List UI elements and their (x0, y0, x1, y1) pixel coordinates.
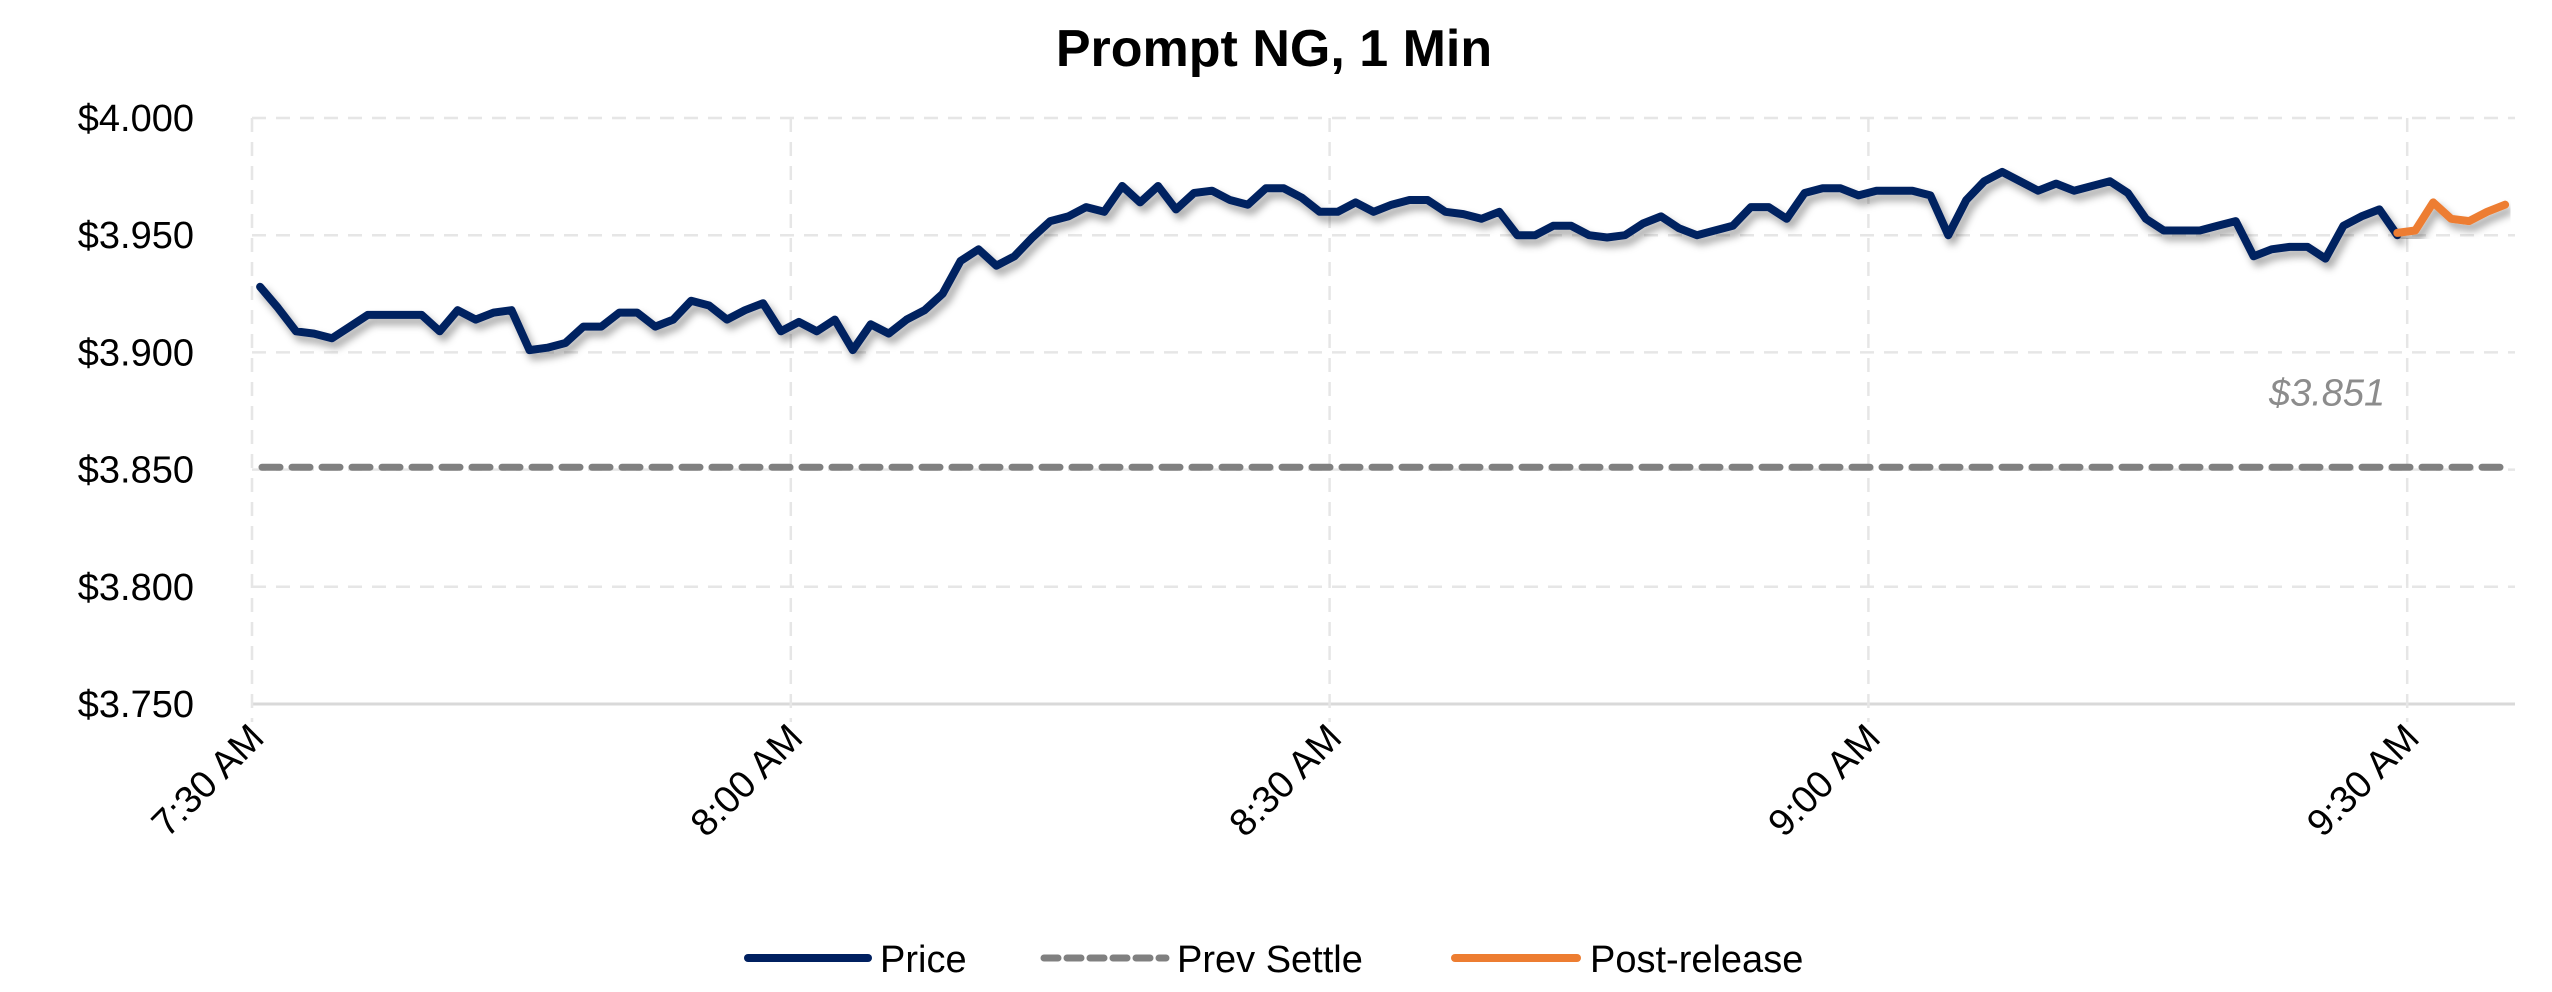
x-tick-label: 9:00 AM (1760, 717, 1888, 845)
legend-item-post-release: Post-release (1451, 939, 1803, 981)
chart-title: Prompt NG, 1 Min (1056, 20, 1492, 78)
x-tick-label: 7:30 AM (144, 717, 272, 845)
series-price-line (256, 167, 2402, 355)
legend-label-post-release: Post-release (1590, 939, 1803, 981)
legend: Price Prev Settle Post-release (744, 939, 1803, 981)
y-tick-label: $3.900 (78, 332, 194, 374)
y-tick-label: $3.800 (78, 567, 194, 609)
series-post-release-line (2393, 198, 2510, 237)
y-tick-label: $4.000 (78, 98, 194, 140)
series-layer (256, 167, 2511, 471)
y-tick-label: $3.850 (78, 450, 194, 492)
legend-item-price: Price (744, 939, 967, 981)
x-tick-label: 8:00 AM (683, 717, 811, 845)
prev-settle-annotation: $3.851 (2268, 372, 2385, 414)
y-tick-label: $3.950 (78, 215, 194, 257)
x-axis: 7:30 AM 8:00 AM 8:30 AM 9:00 AM 9:30 AM (144, 717, 2427, 845)
legend-label-prev-settle: Prev Settle (1177, 939, 1363, 981)
legend-label-price: Price (880, 939, 967, 981)
y-axis: $3.750 $3.800 $3.850 $3.900 $3.950 $4.000 (78, 98, 194, 726)
x-tick-label: 8:30 AM (1222, 717, 1350, 845)
y-tick-label: $3.750 (78, 684, 194, 726)
x-tick-label: 9:30 AM (2299, 717, 2427, 845)
legend-item-prev-settle: Prev Settle (1040, 939, 1363, 981)
